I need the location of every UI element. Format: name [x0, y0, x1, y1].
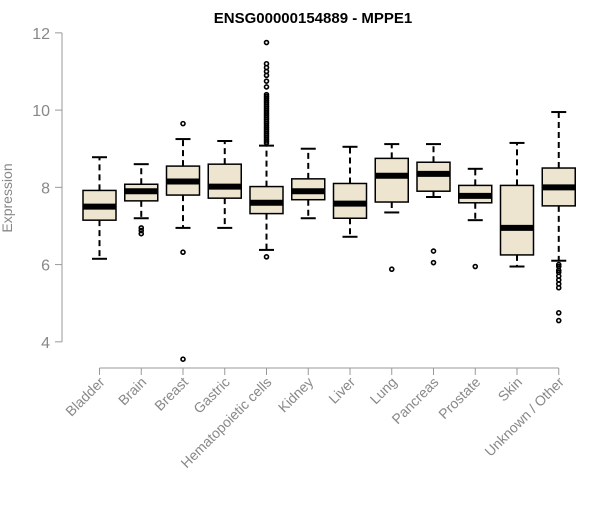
outlier-point: [138, 225, 145, 231]
chart-title: ENSG00000154889 - MPPE1: [214, 10, 412, 27]
outlier-point: [263, 39, 270, 46]
box-lung: [374, 143, 409, 273]
outlier-point: [138, 227, 145, 234]
box-kidney: [291, 147, 326, 220]
outlier-point: [263, 91, 270, 98]
outlier-point: [388, 266, 395, 273]
box-unknown-other: [541, 111, 576, 324]
x-tick-label: Breast: [151, 374, 191, 414]
x-tick-label: Lung: [367, 374, 400, 407]
outlier-point: [180, 249, 186, 256]
outlier-point: [263, 60, 270, 67]
box-liver: [332, 145, 368, 238]
box-breast: [165, 120, 201, 363]
outlier-point: [555, 317, 562, 324]
outlier-point: [555, 261, 562, 268]
y-tick-label: 10: [32, 103, 50, 120]
x-tick-label: Skin: [495, 374, 526, 405]
boxes-group: [82, 39, 576, 363]
x-tick-label: Unknown / Other: [481, 374, 567, 460]
box-bladder: [82, 156, 117, 260]
iqr-box: [374, 157, 409, 203]
box-prostate: [458, 167, 493, 270]
iqr-box: [207, 163, 242, 199]
outlier-point: [430, 248, 437, 254]
y-tick-label: 8: [41, 180, 50, 197]
x-tick-label: Prostate: [435, 374, 483, 422]
outlier-point: [555, 310, 562, 316]
box-hematopoietic-cells: [249, 39, 284, 260]
box-gastric: [207, 140, 242, 229]
outlier-point: [180, 120, 186, 127]
x-tick-label: Brain: [115, 374, 149, 408]
x-tick-label: Kidney: [275, 374, 317, 416]
y-tick-label: 6: [41, 258, 50, 275]
outlier-point: [180, 356, 186, 363]
y-axis-label: Expression: [0, 163, 15, 232]
outlier-point: [263, 254, 270, 260]
outlier-point: [263, 78, 270, 84]
outlier-point: [263, 84, 270, 90]
y-tick-label: 4: [41, 335, 50, 352]
outlier-point: [138, 230, 145, 237]
x-tick-label: Liver: [325, 374, 358, 407]
outlier-point: [430, 259, 437, 266]
y-axis: 4 6 8 10 12: [32, 26, 63, 352]
iqr-box: [499, 184, 535, 256]
box-skin: [499, 141, 535, 268]
box-brain: [124, 163, 159, 237]
y-tick-label: 12: [32, 26, 50, 43]
x-tick-label: Bladder: [62, 374, 108, 420]
box-pancreas: [416, 143, 451, 266]
outlier-point: [472, 263, 479, 270]
